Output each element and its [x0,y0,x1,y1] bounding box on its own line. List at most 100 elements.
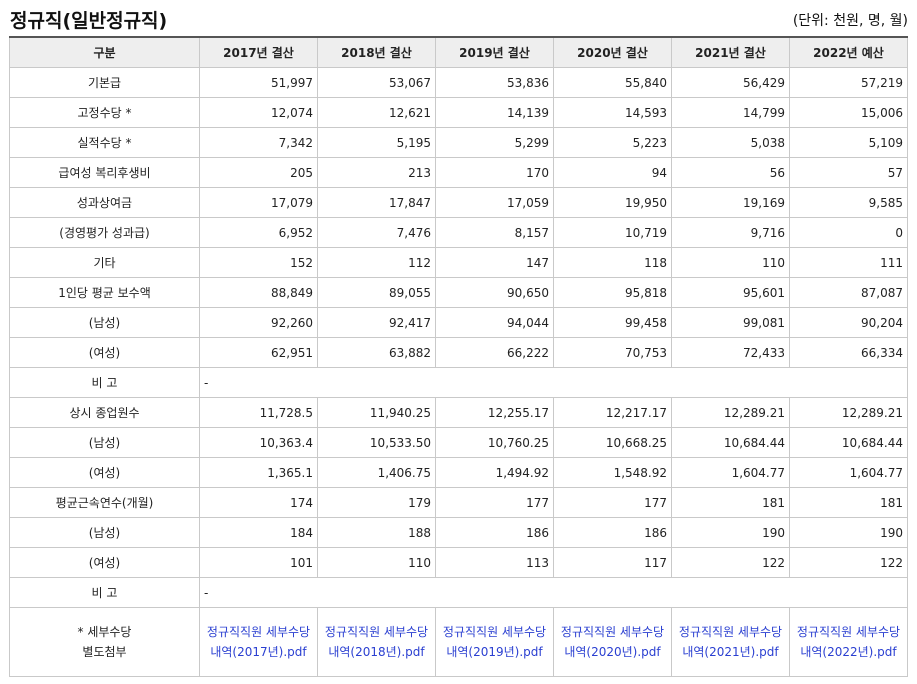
column-header: 2017년 결산 [199,36,318,68]
table-cell: 6,952 [199,217,318,248]
table-cell: 19,950 [553,187,672,218]
row-label: (남성) [9,307,200,338]
table-cell: 9,585 [789,187,908,218]
table-cell: 11,940.25 [317,397,436,428]
table-cell: 186 [553,517,672,548]
pdf-download-link[interactable]: 정규직직원 세부수당내역(2022년).pdf [796,625,901,659]
pdf-download-link[interactable]: 정규직직원 세부수당내역(2019년).pdf [442,625,547,659]
table-cell: 101 [199,547,318,578]
table-cell: 57,219 [789,67,908,98]
pdf-download-link[interactable]: 정규직직원 세부수당내역(2021년).pdf [678,625,783,659]
table-cell: 186 [435,517,554,548]
row-label: 급여성 복리후생비 [9,157,200,188]
attachment-label-line: * 세부수당 [77,625,132,639]
table-cell: 51,997 [199,67,318,98]
table-cell: 14,139 [435,97,554,128]
column-header: 2022년 예산 [789,36,908,68]
table-cell: 99,081 [671,307,790,338]
table-cell: 63,882 [317,337,436,368]
table-cell: 17,059 [435,187,554,218]
column-header: 구분 [9,36,200,68]
table-row: (남성) 184 188 186 186 190 190 [9,517,908,548]
pdf-download-link[interactable]: 정규직직원 세부수당내역(2018년).pdf [324,625,429,659]
page-header: 정규직(일반정규직) (단위: 천원, 명, 월) [0,0,917,36]
table-cell: 118 [553,247,672,278]
row-label: (남성) [9,427,200,458]
table-cell: 1,604.77 [789,457,908,488]
pdf-download-link[interactable]: 정규직직원 세부수당내역(2017년).pdf [206,625,311,659]
table-row: 상시 종업원수 11,728.5 11,940.25 12,255.17 12,217.… [9,397,908,428]
table-row: (여성) 1,365.1 1,406.75 1,494.92 1,548.92 1,604… [9,457,908,488]
salary-table: 구분 2017년 결산 2018년 결산 2019년 결산 2020년 결산 2… [9,36,908,677]
attachment-cell: 정규직직원 세부수당내역(2019년).pdf [435,607,554,677]
column-header: 2020년 결산 [553,36,672,68]
table-cell: 10,684.44 [789,427,908,458]
row-label: 상시 종업원수 [9,397,200,428]
table-cell: 89,055 [317,277,436,308]
table-cell: 184 [199,517,318,548]
table-cell: 17,847 [317,187,436,218]
table-cell: 122 [789,547,908,578]
table-row: 실적수당 * 7,342 5,195 5,299 5,223 5,038 5,109 [9,127,908,158]
table-cell: 5,223 [553,127,672,158]
table-cell: 95,818 [553,277,672,308]
table-cell: 113 [435,547,554,578]
table-cell: 9,716 [671,217,790,248]
table-cell: 92,260 [199,307,318,338]
table-cell: 90,204 [789,307,908,338]
table-row: 급여성 복리후생비 205 213 170 94 56 57 [9,157,908,188]
table-row: 성과상여금 17,079 17,847 17,059 19,950 19,169 9,585 [9,187,908,218]
table-row: (경영평가 성과급) 6,952 7,476 8,157 10,719 9,716 0 [9,217,908,248]
table-cell: 94,044 [435,307,554,338]
table-cell: 181 [671,487,790,518]
table-cell: 11,728.5 [199,397,318,428]
row-label: (여성) [9,337,200,368]
remark-value: - [199,367,908,398]
remark-value: - [199,577,908,608]
table-row: 기본급 51,997 53,067 53,836 55,840 56,429 57,219 [9,67,908,98]
table-cell: 188 [317,517,436,548]
table-cell: 10,363.4 [199,427,318,458]
table-cell: 1,494.92 [435,457,554,488]
column-header: 2019년 결산 [435,36,554,68]
table-cell: 10,760.25 [435,427,554,458]
column-header: 2018년 결산 [317,36,436,68]
row-label: (여성) [9,457,200,488]
table-cell: 14,799 [671,97,790,128]
table-cell: 88,849 [199,277,318,308]
attachment-cell: 정규직직원 세부수당내역(2022년).pdf [789,607,908,677]
table-cell: 12,289.21 [789,397,908,428]
attachment-label-line: 별도첨부 [82,645,127,659]
table-cell: 95,601 [671,277,790,308]
table-cell: 12,217.17 [553,397,672,428]
table-cell: 5,038 [671,127,790,158]
table-cell: 190 [671,517,790,548]
table-cell: 53,836 [435,67,554,98]
table-cell: 12,074 [199,97,318,128]
table-cell: 17,079 [199,187,318,218]
table-cell: 170 [435,157,554,188]
table-cell: 152 [199,247,318,278]
remark-row: 비 고- [9,577,908,608]
table-cell: 174 [199,487,318,518]
table-row: 1인당 평균 보수액 88,849 89,055 90,650 95,818 95,601… [9,277,908,308]
table-cell: 10,684.44 [671,427,790,458]
row-label: 고정수당 * [9,97,200,128]
table-cell: 12,255.17 [435,397,554,428]
attachment-cell: 정규직직원 세부수당내역(2020년).pdf [553,607,672,677]
table-row: (남성) 10,363.4 10,533.50 10,760.25 10,668.25 1… [9,427,908,458]
table-cell: 66,222 [435,337,554,368]
table-cell: 70,753 [553,337,672,368]
table-cell: 15,006 [789,97,908,128]
table-cell: 10,668.25 [553,427,672,458]
unit-note: (단위: 천원, 명, 월) [792,13,908,29]
table-cell: 10,719 [553,217,672,248]
table-cell: 5,195 [317,127,436,158]
table-cell: 147 [435,247,554,278]
pdf-download-link[interactable]: 정규직직원 세부수당내역(2020년).pdf [560,625,665,659]
table-cell: 1,406.75 [317,457,436,488]
table-cell: 90,650 [435,277,554,308]
table-row: (여성) 62,951 63,882 66,222 70,753 72,433 66,334 [9,337,908,368]
table-cell: 72,433 [671,337,790,368]
